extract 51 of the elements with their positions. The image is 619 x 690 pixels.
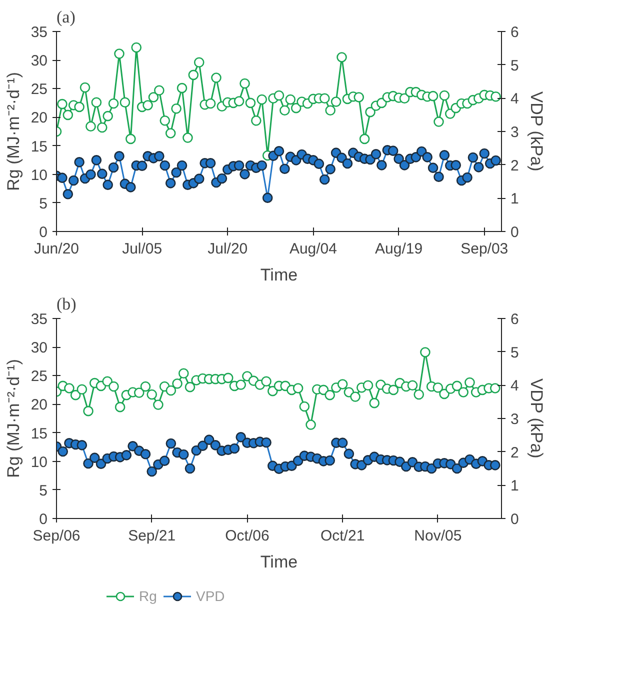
legend-label: VPD: [196, 588, 225, 604]
y-tick-label: 10: [30, 454, 48, 471]
y-axis-title: Rg (MJ·m⁻²·d⁻¹): [4, 359, 23, 478]
chart-title: (a): [56, 8, 76, 26]
y2-tick-label: 4: [510, 90, 519, 108]
y2-tick-label: 6: [510, 24, 519, 41]
y2-axis-title: VDP (kPa): [526, 91, 546, 172]
y-tick-label: 10: [30, 166, 48, 184]
y-tick-label: 35: [30, 311, 48, 328]
x-tick-label: Aug/19: [375, 240, 423, 258]
y2-tick-label: 6: [510, 311, 519, 328]
y-tick-label: 15: [30, 138, 48, 156]
legend-label: Rg: [139, 588, 158, 604]
x-tick-label: Jul/20: [208, 240, 248, 258]
x-tick-label: Jun/20: [34, 240, 80, 258]
y-tick-label: 20: [30, 396, 48, 414]
x-tick-label: Jul/05: [122, 240, 162, 258]
x-tick-label: Oct/21: [320, 528, 365, 544]
x-tick-label: Aug/04: [289, 240, 338, 258]
y-tick-label: 30: [30, 340, 48, 357]
y2-tick-label: 3: [510, 411, 519, 428]
chart-title: (b): [56, 294, 76, 314]
x-tick-label: Sep/03: [460, 240, 508, 258]
y2-tick-label: 2: [510, 157, 519, 174]
y2-tick-label: 4: [510, 378, 519, 395]
x-axis-title: Time: [260, 552, 298, 572]
y-tick-label: 20: [30, 110, 48, 127]
y-tick-label: 5: [39, 195, 48, 212]
y-tick-label: 0: [39, 224, 48, 241]
y2-tick-label: 1: [510, 190, 519, 208]
y-tick-label: 35: [30, 24, 48, 41]
y-tick-label: 15: [30, 425, 48, 442]
y-tick-label: 30: [30, 52, 48, 70]
x-tick-label: Nov/05: [414, 528, 462, 544]
y2-axis-title: VDP (kPa): [526, 378, 546, 458]
y2-tick-label: 5: [510, 344, 519, 362]
x-tick-label: Sep/06: [32, 528, 80, 544]
y2-tick-label: 0: [510, 511, 519, 528]
y2-tick-label: 1: [510, 478, 519, 495]
x-tick-label: Oct/06: [225, 528, 270, 544]
y-axis-title: Rg (MJ·m⁻²·d⁻¹): [4, 72, 23, 191]
y2-tick-label: 2: [510, 444, 519, 462]
y-tick-label: 25: [30, 368, 48, 386]
y2-tick-label: 5: [510, 57, 519, 74]
y2-tick-label: 3: [510, 124, 519, 141]
x-axis-title: Time: [260, 266, 298, 284]
y-tick-label: 25: [30, 81, 48, 98]
y2-tick-label: 0: [510, 224, 519, 241]
y-tick-label: 0: [39, 511, 48, 528]
x-tick-label: Sep/21: [128, 528, 176, 544]
y-tick-label: 5: [39, 482, 48, 500]
